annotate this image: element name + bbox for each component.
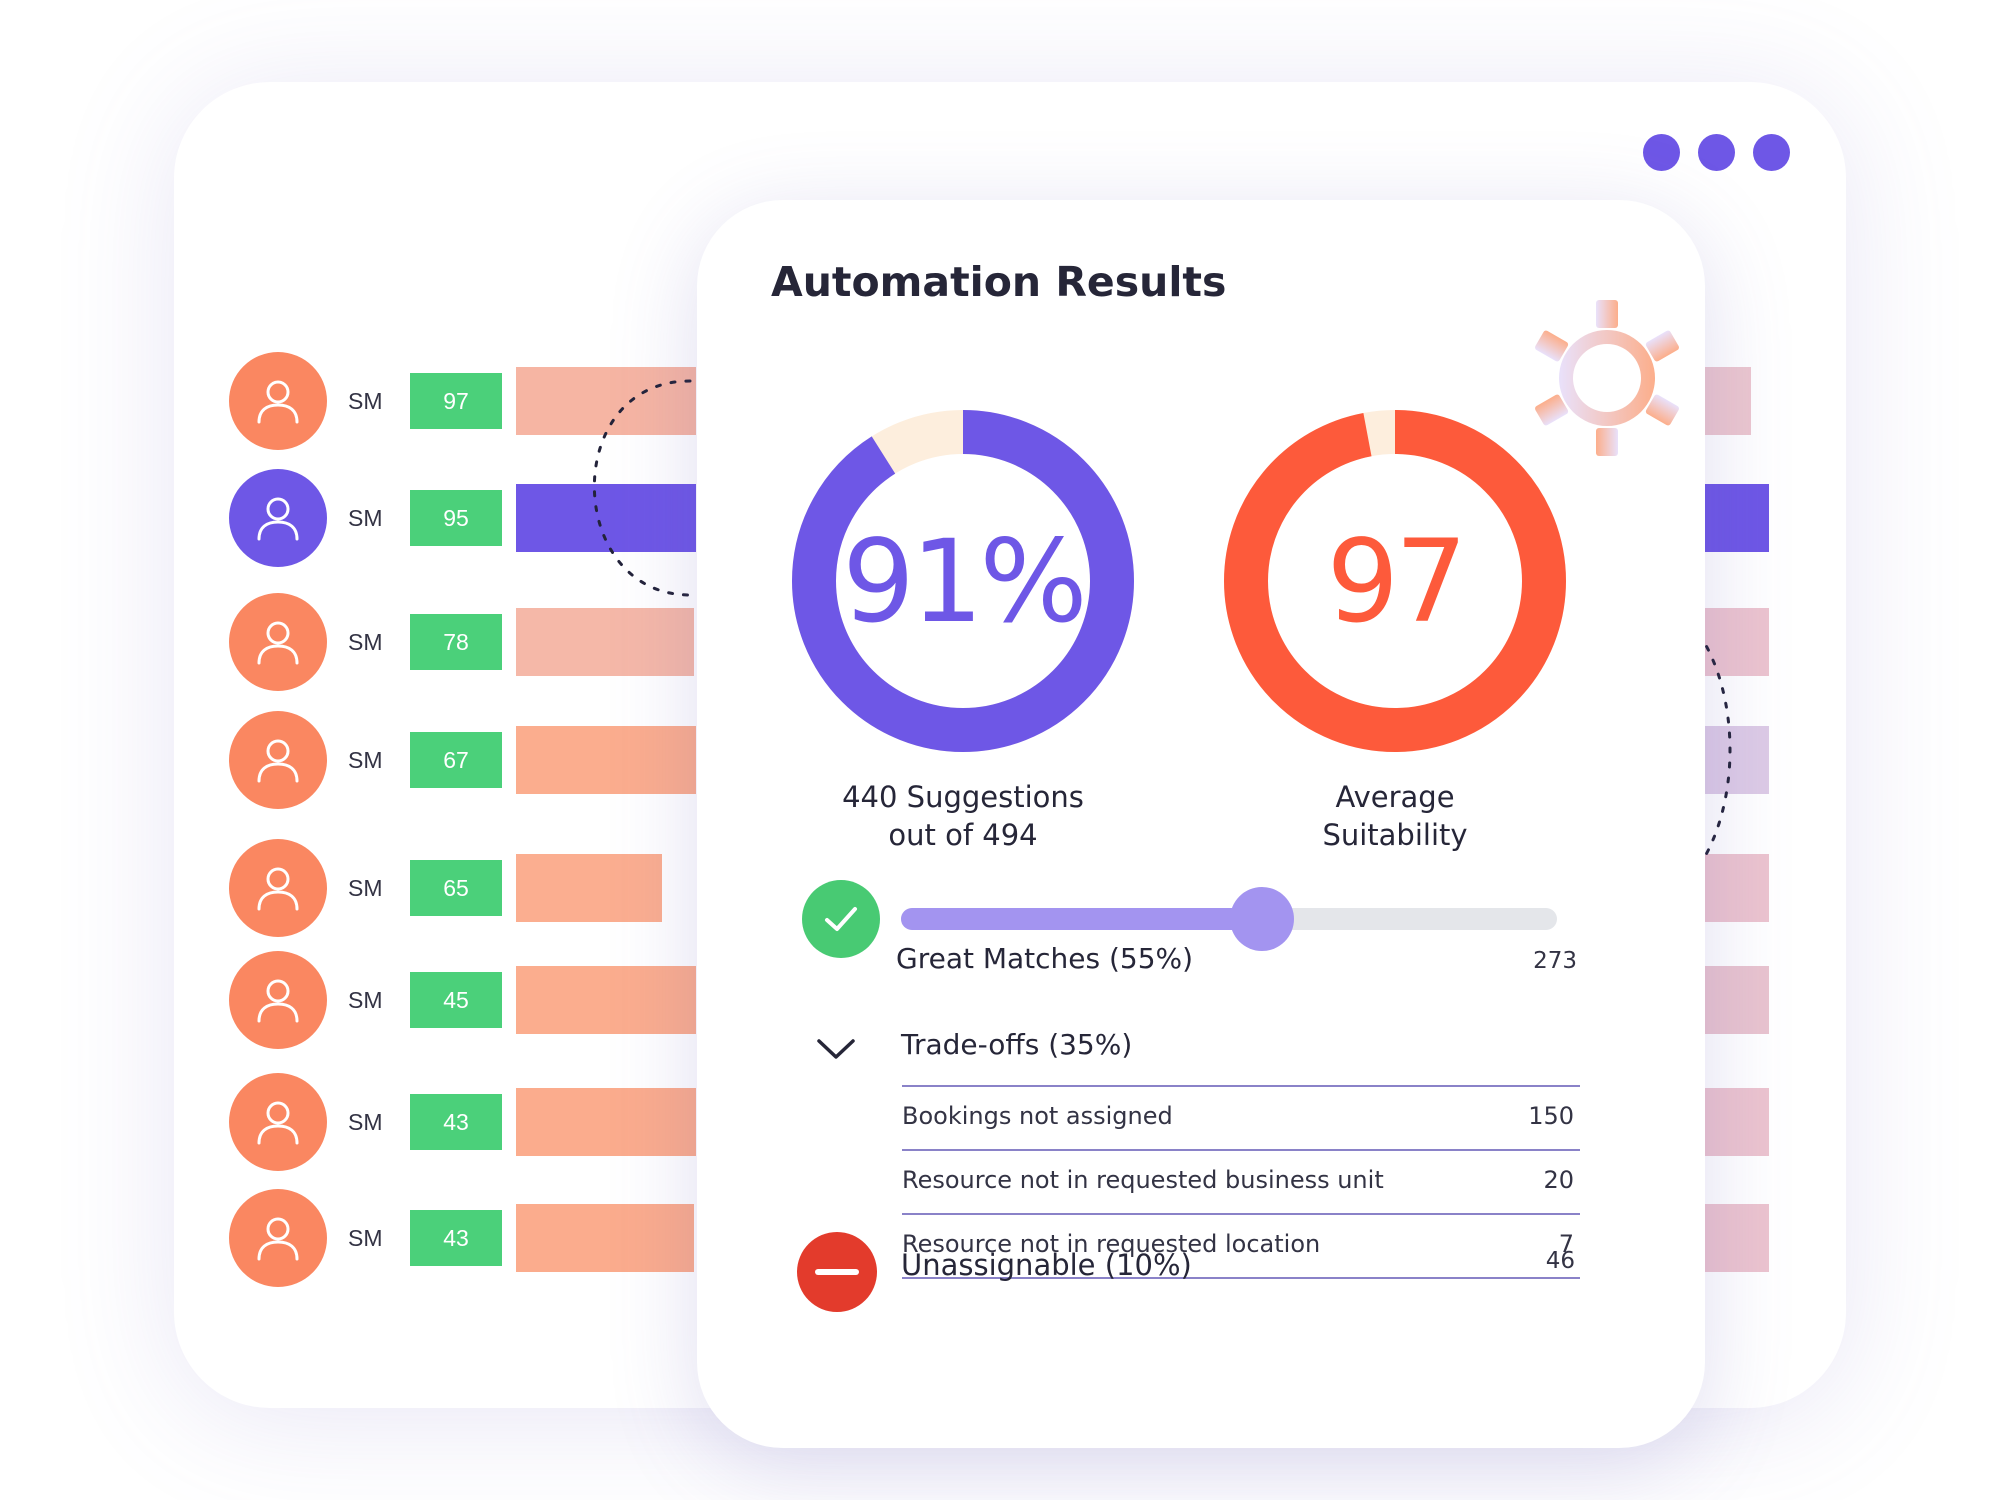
donut-arc [1224,410,1566,752]
user-avatar [229,951,327,1049]
user-initials: SM [348,875,383,901]
user-avatar [229,711,327,809]
tradeoff-row: Resource not in requested location 7 [902,1213,1580,1279]
user-icon [257,739,299,783]
tradeoff-label: Bookings not assigned [902,1102,1173,1130]
tradeoff-row: Resource not in requested business unit … [902,1149,1580,1213]
tradeoff-value: 7 [1558,1230,1574,1258]
score-badge: 97 [410,373,502,429]
user-icon [257,867,299,911]
score-badge: 43 [410,1210,502,1266]
check-icon [802,880,880,958]
user-icon [257,497,299,541]
allocation-bar-right [1705,726,1769,794]
allocation-bar [516,966,696,1034]
suggestions-caption-line2: out of 494 [888,818,1038,852]
chevron-down-icon[interactable] [815,1036,857,1062]
great-matches-label: Great Matches (55%) [896,942,1194,975]
user-initials: SM [348,1109,383,1135]
allocation-bar-right [1705,1088,1769,1156]
user-initials: SM [348,388,383,414]
progress-handle[interactable] [1229,887,1294,951]
tradeoff-value: 20 [1543,1166,1574,1194]
tradeoff-row: Bookings not assigned 150 [902,1085,1580,1149]
unassignable-label: Unassignable (10%) [901,1248,1192,1282]
user-avatar [229,352,327,450]
resource-row[interactable]: SM 78 [0,592,2000,692]
progress-fill [901,908,1262,930]
score-badge: 95 [410,490,502,546]
user-initials: SM [348,747,383,773]
user-icon [257,1217,299,1261]
allocation-bar-right [1705,966,1769,1034]
user-icon [257,380,299,424]
suggestions-donut: 91% [792,410,1134,752]
user-avatar [229,593,327,691]
suitability-caption-line1: Average [1335,780,1455,814]
user-avatar [229,839,327,937]
donut-arc [792,410,1134,752]
suggestions-donut-chart [792,410,1134,752]
user-icon [257,1101,299,1145]
resource-row[interactable]: SM 67 [0,710,2000,810]
resource-row[interactable]: SM 65 [0,838,2000,938]
allocation-bar [516,726,696,794]
allocation-bar-right [1705,367,1751,435]
allocation-bar [516,854,662,922]
score-badge: 65 [410,860,502,916]
suitability-score: 97 [1326,514,1467,648]
user-initials: SM [348,505,383,531]
suggestions-caption: 440 Suggestions out of 494 [763,778,1163,854]
resource-row[interactable]: SM 43 [0,1072,2000,1172]
suggestions-caption-line1: 440 Suggestions [842,780,1084,814]
user-initials: SM [348,1225,383,1251]
allocation-bar-right [1705,854,1769,922]
resource-row[interactable]: SM 97 [0,351,2000,451]
card-title: Automation Results [771,258,1227,306]
great-matches-count: 273 [1533,948,1577,974]
suitability-caption-line2: Suitability [1322,818,1468,852]
user-avatar [229,1073,327,1171]
resource-row[interactable]: SM 45 [0,950,2000,1050]
allocation-bar-right [1705,484,1769,552]
allocation-bar [516,367,696,435]
suitability-donut-chart [1224,410,1566,752]
window-dot-icon[interactable] [1643,134,1680,171]
resource-row[interactable]: SM 95 [0,468,2000,568]
great-matches-progress[interactable] [901,887,1557,951]
allocation-bar [516,608,694,676]
window-menu-dots[interactable] [1643,134,1790,171]
score-badge: 45 [410,972,502,1028]
minus-icon [797,1232,877,1312]
tradeoff-label: Resource not in requested business unit [902,1166,1384,1194]
score-badge: 67 [410,732,502,788]
suitability-caption: Average Suitability [1195,778,1595,854]
score-badge: 78 [410,614,502,670]
user-initials: SM [348,629,383,655]
suitability-donut: 97 [1224,410,1566,752]
tradeoff-label: Resource not in requested location [902,1230,1321,1258]
automation-results-card: Automation Results 91% 440 Suggestions o… [697,200,1705,1448]
allocation-bar [516,1088,696,1156]
allocation-bar-right [1705,1204,1769,1272]
tradeoff-value: 150 [1528,1102,1574,1130]
user-avatar [229,1189,327,1287]
window-dot-icon[interactable] [1753,134,1790,171]
tradeoffs-toggle[interactable]: Trade-offs (35%) [901,1028,1133,1061]
allocation-bar [516,1204,694,1272]
user-icon [257,979,299,1023]
score-badge: 43 [410,1094,502,1150]
window-dot-icon[interactable] [1698,134,1735,171]
unassignable-count: 46 [1545,1248,1575,1274]
gear-icon [1535,300,1679,456]
resource-row[interactable]: SM 43 [0,1188,2000,1288]
user-avatar [229,469,327,567]
suggestions-percentage: 91% [842,514,1087,648]
user-initials: SM [348,987,383,1013]
user-icon [257,621,299,665]
